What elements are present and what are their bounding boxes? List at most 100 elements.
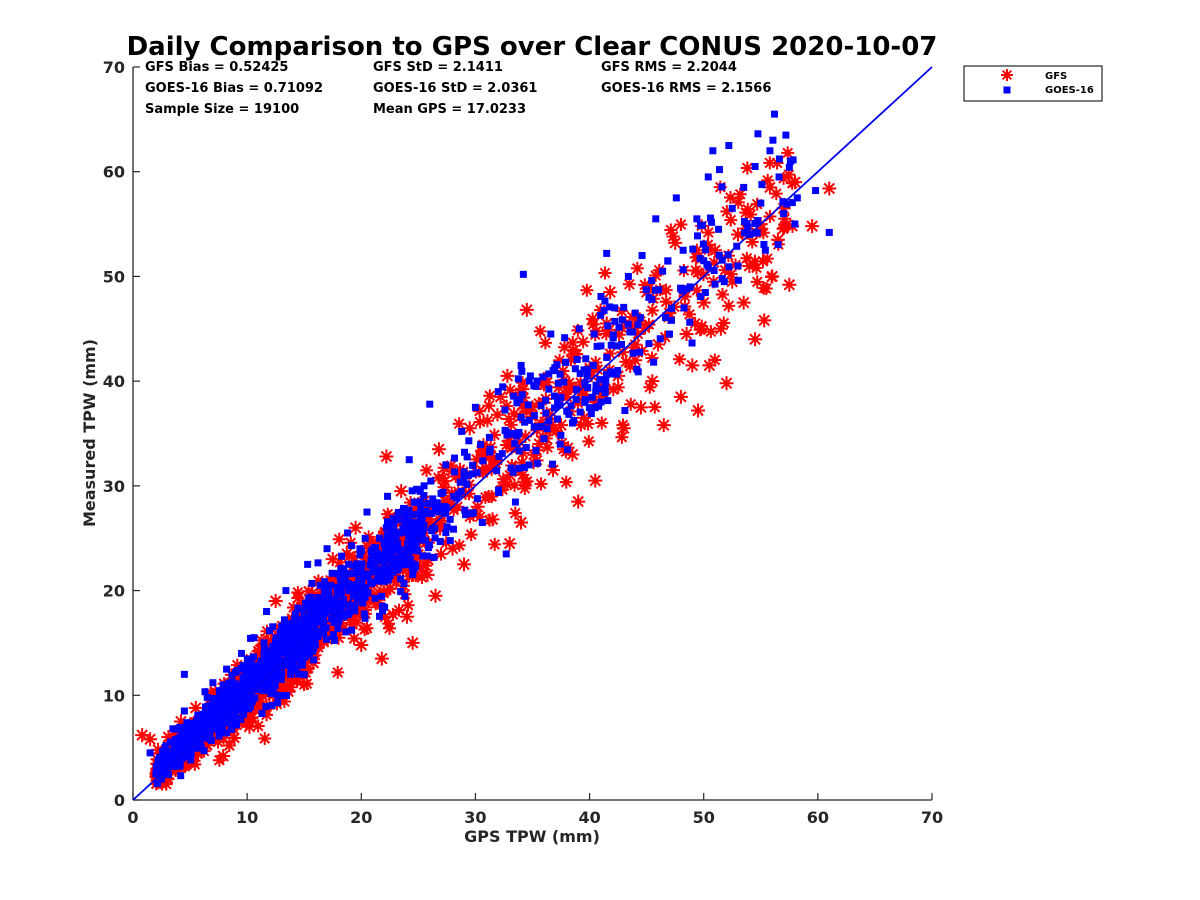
goes16-point <box>556 370 564 378</box>
goes16-point <box>539 373 547 381</box>
goes16-point <box>180 725 188 733</box>
goes16-point <box>518 367 526 375</box>
gfs-point <box>311 574 325 588</box>
goes16-point <box>243 702 251 710</box>
goes16-point <box>319 596 327 604</box>
gfs-point <box>770 156 784 170</box>
goes16-point <box>226 702 234 710</box>
goes16-point <box>580 366 588 374</box>
goes16-point <box>275 653 283 661</box>
legend-goes16-label: GOES-16 <box>1045 85 1094 96</box>
goes16-point <box>250 653 258 661</box>
goes16-point <box>337 587 345 595</box>
goes16-point <box>631 309 639 317</box>
gfs-point <box>331 630 346 645</box>
goes16-point <box>345 610 353 618</box>
goes16-point <box>615 323 623 331</box>
y-tick-label: 10 <box>103 686 125 705</box>
goes16-point <box>154 756 162 764</box>
goes16-point <box>766 147 774 155</box>
goes16-point <box>364 589 372 597</box>
gfs-point <box>704 325 718 339</box>
gfs-point <box>782 168 796 182</box>
goes16-point <box>725 142 733 150</box>
goes16-point <box>433 499 441 507</box>
goes16-point <box>427 509 435 517</box>
gfs-point <box>603 347 617 361</box>
gfs-point <box>701 226 715 240</box>
gfs-point <box>707 256 721 270</box>
goes16-point <box>206 702 214 710</box>
gfs-point <box>571 494 586 509</box>
goes16-point <box>493 467 501 475</box>
gfs-point <box>483 389 497 403</box>
goes16-point <box>515 428 523 436</box>
goes16-point <box>694 232 702 240</box>
goes16-point <box>524 401 532 409</box>
goes16-point <box>576 408 584 416</box>
goes16-point <box>337 592 345 600</box>
goes16-point <box>301 612 309 620</box>
goes16-point <box>390 521 398 529</box>
gfs-point <box>622 277 636 291</box>
goes16-point <box>611 304 619 312</box>
goes16-point <box>191 737 199 745</box>
goes16-point <box>780 210 788 218</box>
gfs-point <box>741 202 755 216</box>
goes16-point <box>633 365 641 373</box>
goes16-point <box>446 515 454 523</box>
gfs-point <box>756 226 770 240</box>
goes16-point <box>560 378 568 386</box>
goes16-point <box>197 743 205 751</box>
goes16-point <box>556 440 564 448</box>
goes16-point <box>542 409 550 417</box>
goes16-point <box>250 634 258 642</box>
legend: GFS GOES-16 <box>963 65 1103 102</box>
goes16-point <box>235 702 243 710</box>
goes16-point <box>329 632 337 640</box>
goes16-point <box>278 622 286 630</box>
goes16-point <box>769 136 777 144</box>
goes16-point <box>402 556 410 564</box>
goes16-point <box>408 487 416 495</box>
goes16-point <box>461 506 469 514</box>
gfs-point <box>513 435 527 449</box>
goes16-point <box>208 716 216 724</box>
goes16-point <box>412 541 420 549</box>
goes16-point <box>427 477 435 485</box>
gfs-point <box>679 327 694 342</box>
gfs-point <box>333 555 347 569</box>
goes16-point <box>348 542 356 550</box>
gfs-point <box>389 576 403 590</box>
goes16-point <box>435 508 443 516</box>
goes16-point <box>216 714 224 722</box>
goes16-point <box>620 303 628 311</box>
goes16-point <box>420 521 428 529</box>
goes16-point <box>775 155 783 163</box>
gfs-point <box>664 223 678 237</box>
goes16-point <box>596 385 604 393</box>
x-ticks: 0 10 20 30 40 50 60 70 <box>127 793 943 827</box>
gfs-point <box>722 299 736 313</box>
gfs-point <box>822 181 837 196</box>
goes16-point <box>223 686 231 694</box>
gfs-point <box>616 421 631 436</box>
goes16-point <box>785 163 793 171</box>
goes16-point <box>526 372 534 380</box>
gfs-point <box>135 728 150 743</box>
goes16-point <box>314 594 322 602</box>
goes16-point <box>525 377 533 385</box>
goes16-point <box>519 270 527 278</box>
gfs-point <box>470 499 485 514</box>
goes16-point <box>274 635 282 643</box>
gfs-point <box>473 415 487 429</box>
gfs-point <box>502 412 516 426</box>
gfs-point <box>478 490 492 504</box>
goes16-point <box>516 396 524 404</box>
goes16-point <box>336 576 344 584</box>
goes16-point <box>369 568 377 576</box>
goes16-point <box>393 566 401 574</box>
gfs-point <box>778 212 792 226</box>
legend-gfs-asterisk <box>1001 69 1013 81</box>
